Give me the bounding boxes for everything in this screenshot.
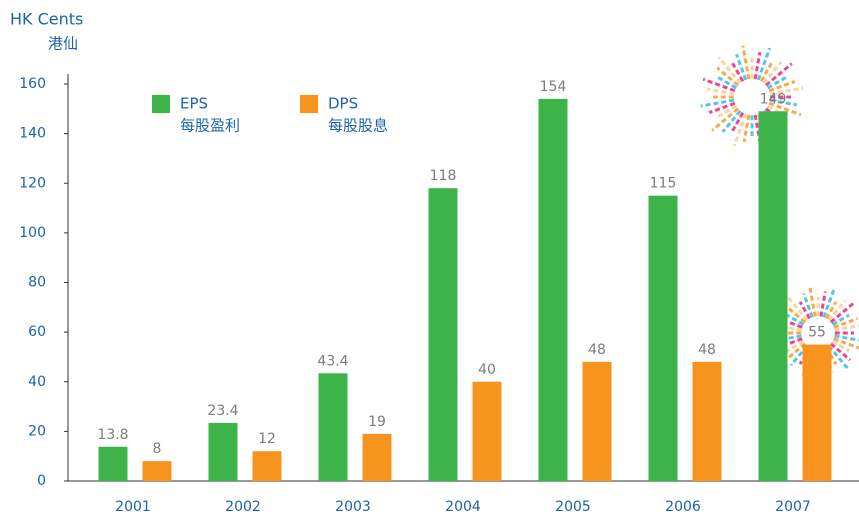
y-axis-title: HK Cents xyxy=(10,10,83,29)
bar xyxy=(319,373,348,481)
legend-label-zh: 每股盈利 xyxy=(180,117,240,135)
value-label: 40 xyxy=(478,362,496,378)
firework-ray xyxy=(701,100,734,106)
bar xyxy=(583,362,612,481)
x-tick-label: 2006 xyxy=(665,499,701,515)
value-label: 149 xyxy=(760,91,787,107)
value-label: 118 xyxy=(430,168,457,184)
bar xyxy=(759,111,788,481)
firework-ray xyxy=(736,54,745,80)
value-label: 55 xyxy=(808,325,826,341)
value-label: 12 xyxy=(258,431,276,447)
y-tick-label: 60 xyxy=(28,324,46,340)
firework-ray xyxy=(834,339,859,350)
x-tick-label: 2007 xyxy=(775,499,811,515)
value-label: 13.8 xyxy=(97,427,128,443)
chart: HK Cents 港仙 0 20 40 60 80 100 120 140 160 EPS 每股盈利… xyxy=(0,0,859,515)
legend-swatch xyxy=(300,95,318,113)
value-label: 48 xyxy=(588,342,606,358)
bar xyxy=(363,434,392,481)
y-tick-label: 120 xyxy=(19,175,46,191)
value-label: 43.4 xyxy=(317,353,348,369)
bar xyxy=(209,423,238,481)
y-tick-label: 80 xyxy=(28,275,46,291)
legend-label: EPS xyxy=(180,95,208,113)
firework-ray xyxy=(810,286,815,317)
legend-label-zh: 每股股息 xyxy=(328,117,388,135)
bar xyxy=(473,382,502,481)
firework-ray xyxy=(718,78,736,88)
y-tick-label: 100 xyxy=(19,225,46,241)
bar xyxy=(99,447,128,481)
legend-swatch xyxy=(152,95,170,113)
bar xyxy=(539,99,568,481)
y-tick-label: 20 xyxy=(28,423,46,439)
y-tick-label: 140 xyxy=(19,126,46,142)
firework-ray xyxy=(733,63,743,81)
value-label: 19 xyxy=(368,414,386,430)
x-tick-label: 2002 xyxy=(225,499,261,515)
bar xyxy=(143,461,172,481)
value-label: 154 xyxy=(540,79,567,95)
x-tick-label: 2005 xyxy=(555,499,591,515)
value-label: 48 xyxy=(698,342,716,358)
value-label: 8 xyxy=(153,441,162,457)
bar xyxy=(253,451,282,481)
bar xyxy=(649,196,678,481)
x-tick-label: 2004 xyxy=(445,499,481,515)
firework-ray xyxy=(709,103,735,112)
x-tick-label: 2001 xyxy=(115,499,151,515)
firework-ray xyxy=(769,81,795,90)
firework-ray xyxy=(768,78,786,88)
legend-label: DPS xyxy=(328,95,358,113)
firework-ray xyxy=(733,113,743,131)
bar xyxy=(429,188,458,481)
y-tick-label: 160 xyxy=(19,76,46,92)
bar xyxy=(803,345,832,481)
value-label: 23.4 xyxy=(207,403,238,419)
y-tick-label: 0 xyxy=(37,473,46,489)
y-tick-label: 40 xyxy=(28,374,46,390)
y-axis-title-zh: 港仙 xyxy=(48,35,78,53)
firework-ray xyxy=(743,46,749,79)
value-label: 115 xyxy=(650,176,677,192)
x-tick-label: 2003 xyxy=(335,499,371,515)
bar xyxy=(693,362,722,481)
firework-ray xyxy=(761,63,771,81)
firework-ray xyxy=(718,106,736,116)
